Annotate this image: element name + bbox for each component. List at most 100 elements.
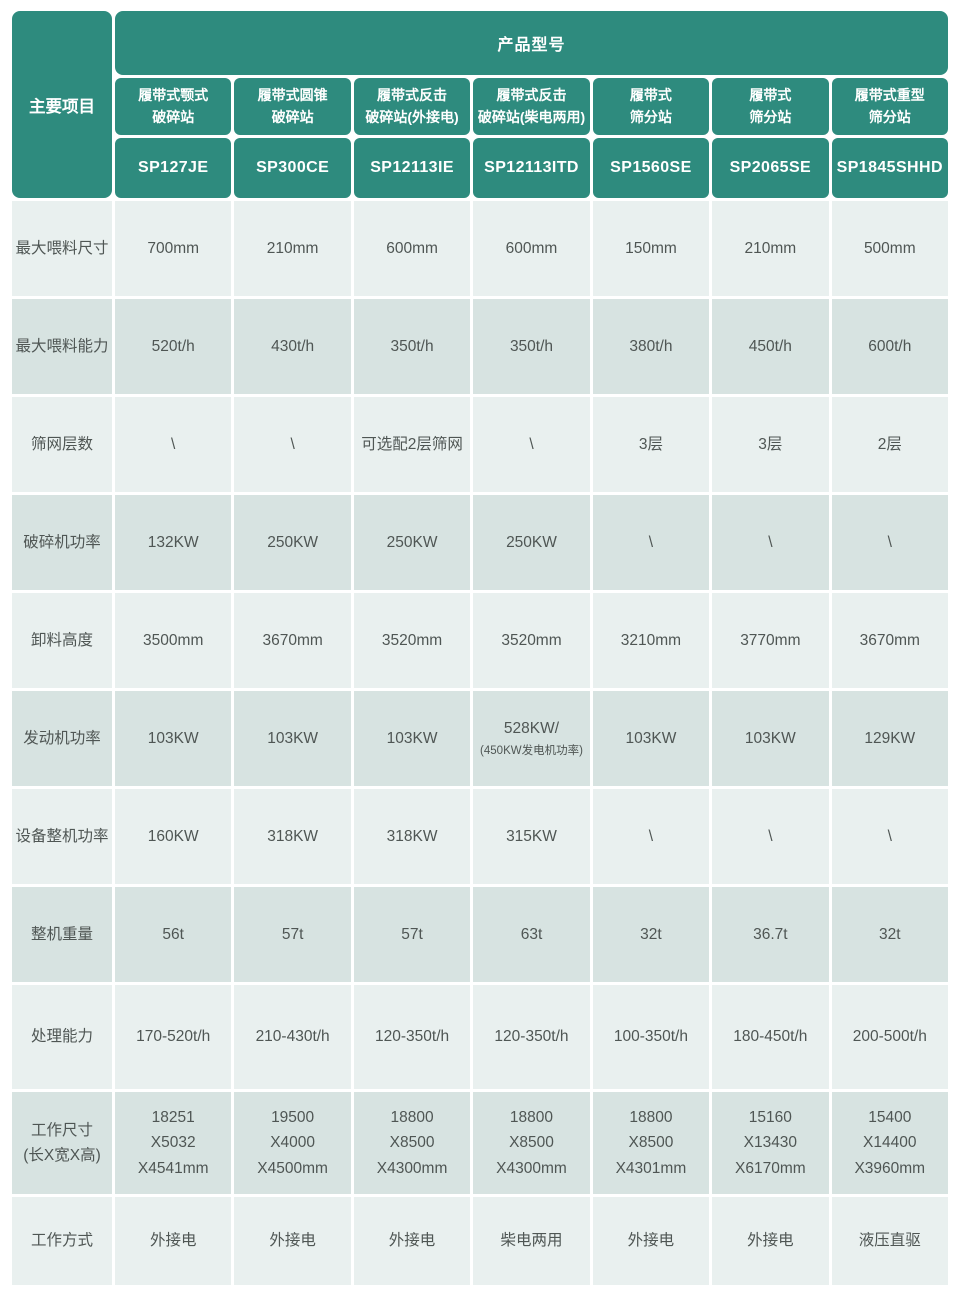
column-type-header: 履带式重型 筛分站 [831, 78, 948, 135]
cell-value-text: 380t/h [629, 337, 673, 355]
cell-value-text: 56t [162, 925, 184, 943]
cell-value-text: 250KW [506, 533, 557, 551]
cell-value-text: 3770mm [740, 631, 801, 649]
table-cell: 700mm [115, 201, 232, 296]
table-cell: 180-450t/h [712, 985, 829, 1089]
column-model-header: SP12113IE [353, 138, 471, 198]
column-type-header: 履带式 筛分站 [592, 78, 710, 135]
cell-value-text: 430t/h [271, 337, 315, 355]
row-label: 处理能力 [12, 985, 112, 1089]
cell-value-text: 15160 X13430 X6170mm [735, 1109, 806, 1177]
cell-value-text: 600mm [386, 239, 438, 257]
row-label: 筛网层数 [12, 397, 112, 492]
table-cell: 103KW [234, 691, 351, 786]
table-cell: 63t [473, 887, 590, 982]
table-cell: 210mm [234, 201, 351, 296]
products-header: 产品型号 [115, 11, 948, 75]
cell-value-text: 15400 X14400 X3960mm [854, 1109, 926, 1177]
table-cell: 3670mm [234, 593, 351, 688]
cell-value-text: 18251 X5032 X4541mm [137, 1109, 209, 1177]
table-cell: 3层 [592, 397, 710, 492]
table-cell: 57t [353, 887, 471, 982]
cell-value-text: 600t/h [868, 337, 912, 355]
cell-value-text: 250KW [386, 533, 438, 551]
column-model-header: SP2065SE [712, 138, 829, 198]
table-cell: 380t/h [592, 299, 710, 394]
cell-value-text: \ [768, 533, 773, 551]
cell-value-text: 600mm [505, 239, 558, 257]
cell-value-text: 103KW [147, 729, 199, 747]
table-cell: 18800 X8500 X4300mm [473, 1092, 590, 1194]
table-cell: 可选配2层筛网 [353, 397, 471, 492]
cell-value-text: 3500mm [143, 631, 204, 649]
row-label: 整机重量 [12, 887, 112, 982]
cell-value-text: \ [887, 827, 892, 845]
cell-value-text: 63t [520, 925, 543, 943]
table-cell: 129KW [831, 691, 948, 786]
corner-header-main-items: 主要项目 [12, 11, 112, 198]
row-label: 工作方式 [12, 1197, 112, 1285]
cell-value-text: 可选配2层筛网 [361, 435, 463, 453]
table-cell: 430t/h [234, 299, 351, 394]
table-cell: \ [592, 789, 710, 884]
cell-value-text: 150mm [625, 239, 677, 257]
table-cell: 外接电 [712, 1197, 829, 1285]
column-type-header: 履带式反击 破碎站(外接电) [353, 78, 471, 135]
table-cell: 170-520t/h [115, 985, 232, 1089]
cell-value-text: 外接电 [747, 1232, 794, 1250]
cell-value-text: 170-520t/h [136, 1028, 211, 1046]
column-type-header: 履带式 筛分站 [712, 78, 829, 135]
table-cell: 318KW [234, 789, 351, 884]
column-type-header: 履带式反击 破碎站(柴电两用) [473, 78, 590, 135]
table-cell: 103KW [592, 691, 710, 786]
table-cell: 210-430t/h [234, 985, 351, 1089]
table-cell: 36.7t [712, 887, 829, 982]
cell-value-text: 18800 X8500 X4300mm [496, 1109, 567, 1177]
cell-value-text: 32t [879, 925, 901, 943]
table-cell: \ [473, 397, 590, 492]
cell-value-text: \ [529, 435, 534, 453]
table-cell: 15400 X14400 X3960mm [831, 1092, 948, 1194]
table-cell: 外接电 [234, 1197, 351, 1285]
table-cell: 18800 X8500 X4300mm [353, 1092, 471, 1194]
cell-value-text: 2层 [877, 435, 902, 453]
row-label: 最大喂料尺寸 [12, 201, 112, 296]
table-cell: \ [712, 789, 829, 884]
table-cell: 3210mm [592, 593, 710, 688]
cell-value-text: 350t/h [509, 337, 554, 355]
table-cell: \ [234, 397, 351, 492]
cell-value-text: 外接电 [269, 1232, 316, 1250]
cell-value-text: 120-350t/h [494, 1028, 569, 1046]
table-cell: 250KW [473, 495, 590, 590]
row-label: 卸料高度 [12, 593, 112, 688]
column-model-header: SP300CE [234, 138, 351, 198]
cell-value-text: \ [887, 533, 892, 551]
table-cell: 外接电 [115, 1197, 232, 1285]
cell-value-text: 700mm [147, 239, 200, 257]
row-label: 发动机功率 [12, 691, 112, 786]
table-cell: \ [592, 495, 710, 590]
cell-value-text: 200-500t/h [852, 1028, 927, 1046]
table-cell: 56t [115, 887, 232, 982]
cell-value-text: 318KW [267, 827, 319, 845]
cell-value-text: 18800 X8500 X4301mm [615, 1109, 687, 1177]
table-cell: 132KW [115, 495, 232, 590]
table-cell: 520t/h [115, 299, 232, 394]
table-cell: 103KW [115, 691, 232, 786]
cell-value-text: 57t [401, 925, 423, 943]
table-cell: \ [712, 495, 829, 590]
cell-value-text: 103KW [386, 729, 438, 747]
cell-note-text: (450KW发电机功率) [480, 745, 583, 758]
table-cell: 350t/h [353, 299, 471, 394]
table-cell: 150mm [592, 201, 710, 296]
table-cell: 2层 [831, 397, 948, 492]
cell-value-text: 3670mm [859, 631, 920, 649]
row-label: 最大喂料能力 [12, 299, 112, 394]
cell-value-text: \ [648, 827, 654, 845]
cell-value-text: 3210mm [620, 631, 682, 649]
cell-value-text: \ [768, 827, 773, 845]
column-model-header: SP1845SHHD [831, 138, 948, 198]
table-cell: 103KW [712, 691, 829, 786]
cell-value-text: 350t/h [390, 337, 434, 355]
cell-value-text: 120-350t/h [375, 1028, 450, 1046]
